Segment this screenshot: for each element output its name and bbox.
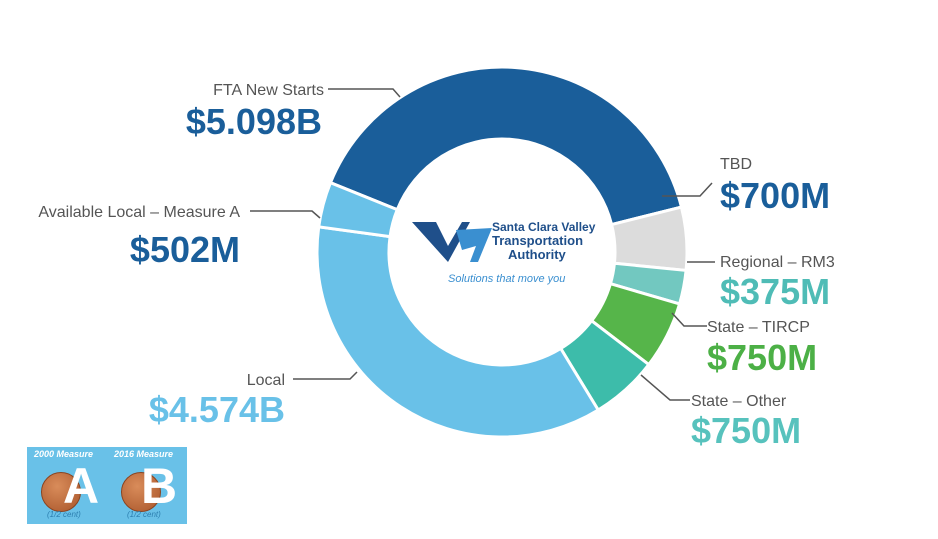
label-regional-rm3: Regional – RM3 [720,254,835,271]
penny-b-icon [121,472,161,512]
measure-b-note: (1/2 cent) [127,510,161,519]
vta-logo: Santa Clara Valley Transportation Author… [412,220,596,285]
measure-a-b-badge: 2000 Measure A (1/2 cent) 2016 Measure B… [27,447,187,524]
slice-available-local-measure-a [317,180,400,239]
label-state-other: State – Other [691,393,787,410]
label-local: Local [247,372,285,389]
vta-logo-swoosh-icon [456,228,492,262]
donut-slices [315,65,689,439]
label-state-tircp: State – TIRCP [707,319,810,336]
vta-logo-mark-icon [412,222,470,262]
leader-tircp [671,312,707,327]
value-fta-new-starts: $5.098B [186,101,322,142]
leader-local [293,371,358,380]
value-regional-rm3: $375M [720,271,830,312]
penny-a-icon [41,472,81,512]
leader-tbd [662,182,713,197]
value-state-tircp: $750M [707,337,817,378]
logo-line-2: Transportation [492,233,583,248]
value-tbd: $700M [720,175,830,216]
measure-a-note: (1/2 cent) [47,510,81,519]
leader-state-other [640,374,690,401]
value-available-local-measure-a: $502M [130,229,240,270]
value-state-other: $750M [691,410,801,451]
label-fta-new-starts: FTA New Starts [213,82,324,99]
slice-local [315,225,601,439]
logo-line-3: Authority [508,247,567,262]
logo-line-1: Santa Clara Valley [492,220,596,234]
measure-b-title: 2016 Measure [114,449,174,459]
leader-measure-a [250,210,321,219]
value-local: $4.574B [149,389,285,430]
leader-lines [250,88,715,401]
measure-b-letter: B [141,458,178,514]
leader-fta [328,88,401,98]
label-available-local-measure-a: Available Local – Measure A [38,204,240,221]
slice-fta-new-starts [328,65,684,227]
measure-a-letter: A [63,458,100,514]
label-tbd: TBD [720,156,752,173]
measure-a-title: 2000 Measure [34,449,94,459]
logo-tagline: Solutions that move you [448,273,565,285]
